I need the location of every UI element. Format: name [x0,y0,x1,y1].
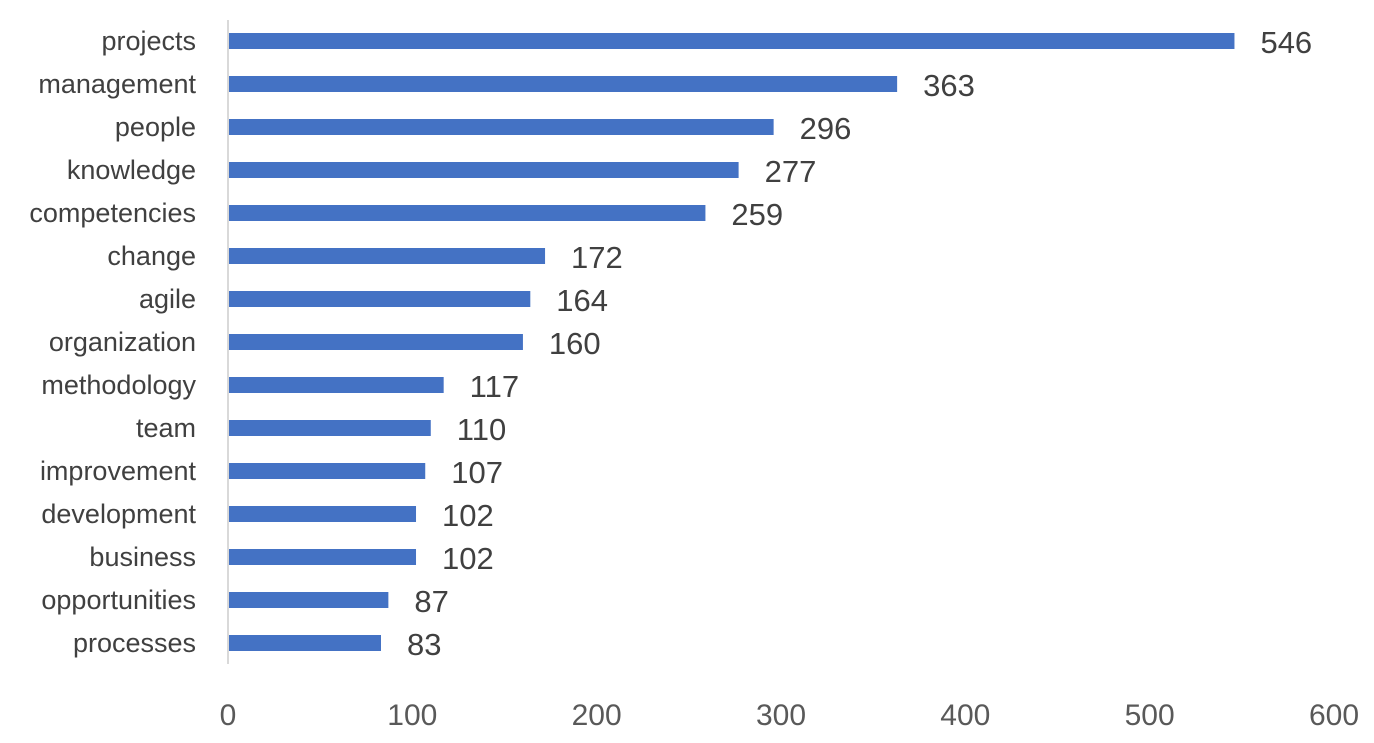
data-label-business: 102 [442,541,494,576]
data-label-improvement: 107 [451,455,503,490]
bar-competencies [228,205,706,221]
category-label-processes: processes [73,628,196,658]
category-label-competencies: competencies [29,198,196,228]
x-tick-label-0: 0 [220,699,237,732]
category-label-management: management [38,69,196,99]
bar-processes [228,635,381,651]
category-label-methodology: methodology [41,370,196,400]
category-label-organization: organization [49,327,196,357]
data-label-people: 296 [800,111,852,146]
x-axis-tick-labels: 0 100 200 300 400 500 600 [220,699,1359,732]
bar-opportunities [228,592,389,608]
bar-development [228,506,417,522]
bar-knowledge [228,162,739,178]
data-label-projects: 546 [1260,25,1312,60]
category-label-knowledge: knowledge [67,155,196,185]
bars-layer [228,33,1235,651]
category-label-opportunities: opportunities [41,585,196,615]
data-label-opportunities: 87 [414,584,448,619]
bar-people [228,119,774,135]
x-tick-label-300: 300 [756,699,806,732]
x-tick-label-100: 100 [387,699,437,732]
category-labels: projects management people knowledge compete… [29,26,196,658]
data-label-knowledge: 277 [765,154,817,189]
category-label-projects: projects [101,26,196,56]
category-label-business: business [89,542,196,572]
bar-agile [228,291,531,307]
x-tick-label-600: 600 [1309,699,1359,732]
category-label-agile: agile [139,284,196,314]
bar-methodology [228,377,444,393]
data-label-organization: 160 [549,326,601,361]
data-label-management: 363 [923,68,975,103]
data-label-methodology: 117 [470,369,519,404]
bar-change [228,248,546,264]
data-label-change: 172 [571,240,623,275]
data-label-team: 110 [457,412,506,447]
data-label-competencies: 259 [731,197,783,232]
data-labels: 546 363 296 277 259 172 164 160 117 110 107 102 102 8… [407,25,1312,662]
bar-organization [228,334,523,350]
x-tick-label-400: 400 [940,699,990,732]
bar-improvement [228,463,426,479]
data-label-agile: 164 [556,283,608,318]
category-label-change: change [107,241,196,271]
bar-projects [228,33,1235,49]
data-label-processes: 83 [407,627,441,662]
x-tick-label-500: 500 [1125,699,1175,732]
category-label-team: team [136,413,196,443]
category-label-people: people [115,112,196,142]
x-tick-label-200: 200 [572,699,622,732]
bar-business [228,549,417,565]
bar-management [228,76,898,92]
category-label-development: development [41,499,196,529]
bar-team [228,420,431,436]
data-label-development: 102 [442,498,494,533]
category-label-improvement: improvement [40,456,197,486]
